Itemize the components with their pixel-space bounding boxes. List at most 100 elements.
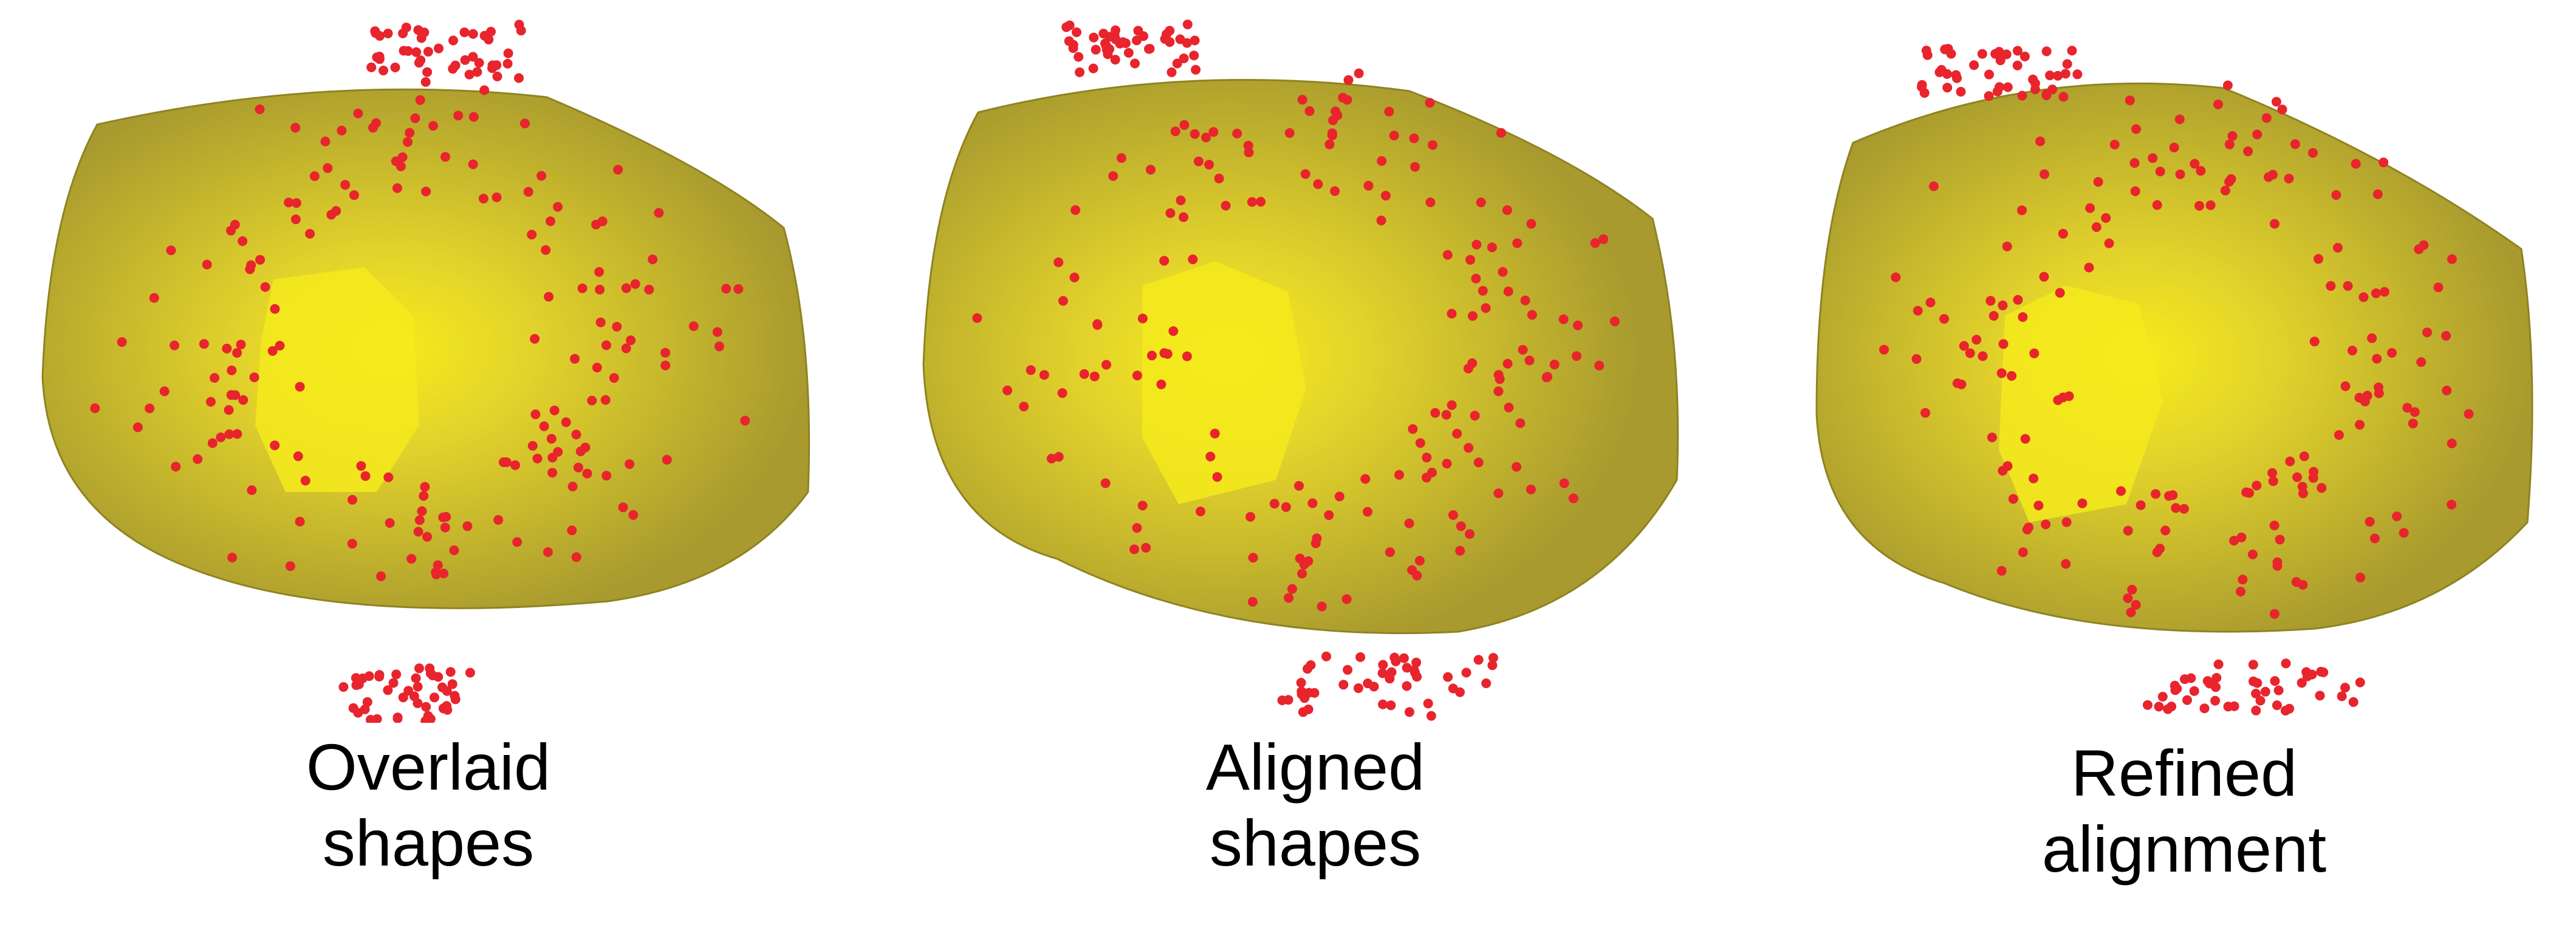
point-marker [1502,205,1512,215]
point-marker [1338,92,1348,103]
point-marker [421,186,431,197]
point-marker [2369,533,2380,544]
point-marker [1378,699,1388,709]
point-marker [2252,678,2263,688]
point-marker [1053,257,1064,267]
point-marker [1911,354,1922,364]
point-marker [600,395,611,405]
point-marker [1146,165,1156,175]
point-marker [2316,666,2326,677]
point-marker [2298,488,2308,499]
mesh-bright-patch [1999,285,2163,522]
point-marker [1129,544,1139,555]
point-marker [90,403,100,414]
point-marker [1092,320,1103,330]
point-marker [1442,459,1452,469]
point-marker [2182,695,2192,705]
point-marker [2017,205,2027,216]
point-marker [391,156,401,166]
point-marker [2142,700,2153,710]
point-marker [527,230,537,240]
point-marker [2392,511,2402,522]
point-marker [438,703,448,714]
point-marker [465,668,475,678]
point-marker [1191,64,1201,75]
point-marker [2297,678,2307,688]
point-marker [1493,488,1504,499]
point-marker [546,216,555,227]
point-marker [309,171,320,181]
point-marker [628,510,639,520]
point-marker [1471,273,1481,284]
point-marker [1465,529,1475,539]
point-marker [2030,84,2040,95]
point-marker [1409,133,1419,143]
point-marker [1058,296,1068,306]
point-marker [1089,32,1099,43]
point-marker [270,304,280,314]
point-marker [468,159,478,169]
point-marker [2229,536,2239,546]
point-marker [1426,711,1436,721]
point-marker [1411,657,1422,668]
point-marker [1182,351,1192,361]
point-marker [2202,676,2213,686]
point-marker [1939,314,1949,324]
point-marker [1189,50,1199,61]
point-marker [2261,113,2272,123]
point-marker [487,63,498,73]
point-marker [413,682,423,692]
point-marker [2408,418,2418,429]
point-marker [2317,483,2327,493]
point-marker [2093,177,2103,187]
point-marker [1297,569,1307,579]
point-marker [1879,344,1889,355]
point-marker [1971,335,1982,345]
point-marker [1343,664,1353,675]
point-marker [592,363,602,373]
point-marker [2355,677,2365,688]
point-marker [374,54,385,64]
point-marker [1088,63,1098,73]
point-marker [2277,104,2287,115]
point-marker [1572,351,1581,361]
point-marker [1496,128,1506,138]
point-marker [688,321,699,331]
point-marker [2211,673,2222,683]
point-marker [1147,350,1157,361]
point-marker [2244,488,2255,498]
point-marker [284,197,294,208]
point-marker [440,152,450,162]
point-marker [2104,238,2114,248]
point-marker [1455,545,1465,556]
point-marker [595,284,605,295]
point-marker [544,292,554,302]
point-marker [2171,503,2181,513]
point-marker [626,335,636,346]
point-marker [1307,498,1318,508]
point-marker [1427,468,1437,477]
point-marker [512,537,522,547]
point-marker [1363,507,1372,517]
point-marker [1179,212,1188,222]
point-marker [1363,180,1374,191]
point-marker [1410,162,1420,172]
point-marker [1415,438,1425,448]
point-marker [468,52,478,62]
point-marker [2387,348,2397,358]
point-marker [1039,370,1049,380]
point-marker [2416,357,2427,367]
point-marker [305,228,315,239]
point-marker [2041,46,2052,56]
point-marker [1442,250,1453,260]
point-marker [2280,706,2290,716]
point-marker [222,343,232,354]
point-marker [295,516,305,527]
point-marker [1409,665,1419,675]
point-marker [171,462,181,472]
point-marker [1175,34,1185,44]
point-marker [1100,478,1111,488]
point-marker [1452,429,1462,439]
point-marker [2314,254,2323,264]
point-marker [1441,409,1451,420]
